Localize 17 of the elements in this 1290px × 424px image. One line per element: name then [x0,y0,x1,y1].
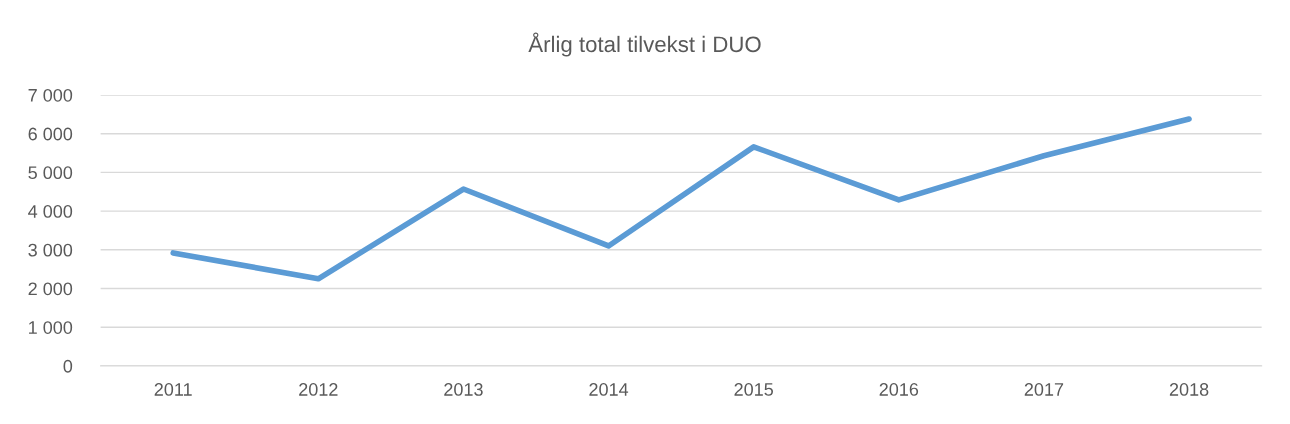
y-tick-label: 5 000 [28,166,73,180]
y-tick-label: 7 000 [28,88,73,102]
y-tick-label: 6 000 [28,127,73,141]
chart-title: Årlig total tilvekst i DUO [528,32,761,57]
x-tick-label: 2014 [589,383,629,396]
y-tick-label: 1 000 [29,321,73,334]
y-tick-label: 2 000 [28,282,73,296]
y-tick-label: 3 000 [28,243,73,257]
x-tick-label: 2011 [154,383,192,396]
x-tick-label: 2012 [299,383,338,396]
x-tick-label: 2016 [879,383,919,396]
y-tick-label: 0 [63,359,73,373]
x-tick-label: 2017 [1024,383,1064,396]
x-tick-label: 2018 [1169,383,1209,396]
x-tick-label: 2015 [734,383,774,396]
y-tick-label: 4 000 [28,205,73,218]
x-tick-label: 2013 [444,383,483,396]
